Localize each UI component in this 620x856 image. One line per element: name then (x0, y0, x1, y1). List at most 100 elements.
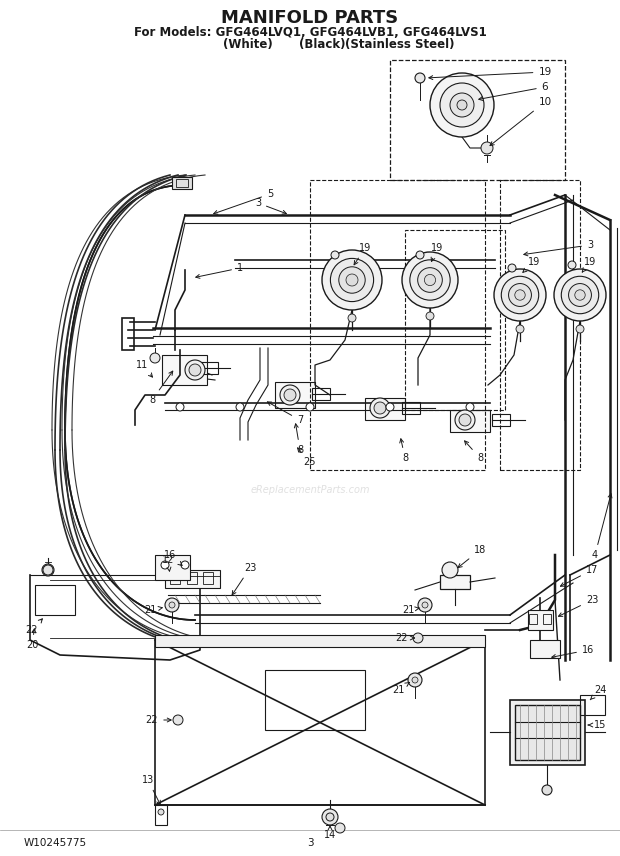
Circle shape (440, 83, 484, 127)
Circle shape (416, 251, 424, 259)
Bar (155, 635, 485, 647)
Bar (528, 610, 553, 630)
Circle shape (181, 561, 189, 569)
Text: 22: 22 (396, 633, 414, 643)
Circle shape (426, 312, 434, 320)
Bar (365, 398, 405, 420)
Bar (310, 180, 485, 470)
Text: 19: 19 (431, 243, 443, 261)
Text: 23: 23 (559, 595, 598, 616)
Bar (165, 570, 220, 588)
Circle shape (402, 252, 458, 308)
Circle shape (176, 403, 184, 411)
Text: 8: 8 (400, 439, 408, 463)
Circle shape (569, 283, 591, 306)
Text: 19: 19 (429, 67, 552, 80)
Bar (440, 575, 470, 589)
Bar (275, 382, 315, 408)
Text: 6: 6 (479, 82, 548, 100)
Text: 8: 8 (464, 441, 483, 463)
Circle shape (422, 602, 428, 608)
Text: 3: 3 (524, 240, 593, 256)
Text: 16: 16 (552, 645, 594, 658)
Bar (390, 60, 565, 180)
Circle shape (410, 260, 450, 300)
Text: 23: 23 (232, 563, 256, 595)
Circle shape (430, 73, 494, 137)
Bar (200, 362, 218, 374)
Circle shape (236, 403, 244, 411)
Circle shape (173, 715, 183, 725)
Circle shape (457, 100, 467, 110)
Text: 7: 7 (267, 401, 303, 425)
Circle shape (575, 290, 585, 300)
Text: 3: 3 (255, 198, 286, 214)
Bar (450, 410, 490, 432)
Text: (Black): (Black) (299, 38, 345, 51)
Bar (530, 640, 560, 658)
Circle shape (554, 269, 606, 321)
Text: 8: 8 (294, 424, 303, 455)
Circle shape (516, 325, 524, 333)
Text: 8: 8 (149, 372, 173, 405)
Text: 12: 12 (162, 555, 174, 571)
Bar (35, 585, 75, 615)
Bar (265, 670, 365, 730)
Text: 17: 17 (560, 565, 598, 586)
Circle shape (568, 261, 576, 269)
Circle shape (508, 283, 531, 306)
Text: 21: 21 (402, 605, 420, 615)
Circle shape (413, 633, 423, 643)
Text: 19: 19 (523, 257, 540, 272)
Text: 22: 22 (146, 715, 171, 725)
Circle shape (348, 314, 356, 322)
Circle shape (185, 360, 205, 380)
Bar (176, 179, 188, 187)
Text: 25: 25 (298, 448, 316, 467)
Circle shape (418, 268, 442, 292)
Bar (492, 414, 510, 426)
Circle shape (561, 276, 599, 313)
Circle shape (494, 269, 546, 321)
Bar (172, 177, 192, 189)
Bar (162, 355, 207, 385)
Text: 22: 22 (26, 619, 42, 635)
Bar (405, 230, 505, 410)
Circle shape (408, 673, 422, 687)
Circle shape (165, 598, 179, 612)
Circle shape (158, 809, 164, 815)
Circle shape (326, 813, 334, 821)
Circle shape (189, 364, 201, 376)
Text: 15: 15 (588, 720, 606, 730)
Bar (203, 572, 213, 584)
Circle shape (370, 398, 390, 418)
Text: 16: 16 (164, 550, 182, 566)
Text: 1: 1 (196, 263, 243, 278)
Circle shape (331, 251, 339, 259)
Text: W10245775: W10245775 (24, 838, 87, 848)
Circle shape (386, 403, 394, 411)
Circle shape (542, 785, 552, 795)
Circle shape (169, 602, 175, 608)
Circle shape (576, 325, 584, 333)
Text: MANIFOLD PARTS: MANIFOLD PARTS (221, 9, 399, 27)
Bar (187, 572, 197, 584)
Text: 21: 21 (144, 605, 162, 615)
Circle shape (330, 259, 374, 301)
Circle shape (43, 565, 53, 575)
Bar (543, 614, 551, 624)
Text: 19: 19 (582, 257, 596, 272)
Circle shape (442, 562, 458, 578)
Bar (515, 705, 580, 760)
Text: 5: 5 (214, 189, 273, 214)
Bar (500, 180, 580, 470)
Text: (Stainless Steel): (Stainless Steel) (345, 38, 454, 51)
Circle shape (346, 274, 358, 286)
Circle shape (502, 276, 539, 313)
Text: 14: 14 (324, 826, 336, 840)
Circle shape (161, 561, 169, 569)
Text: For Models: GFG464LVQ1, GFG464LVB1, GFG464LVS1: For Models: GFG464LVQ1, GFG464LVB1, GFG4… (134, 26, 486, 39)
Circle shape (415, 73, 425, 83)
Circle shape (322, 809, 338, 825)
Bar (510, 700, 585, 765)
